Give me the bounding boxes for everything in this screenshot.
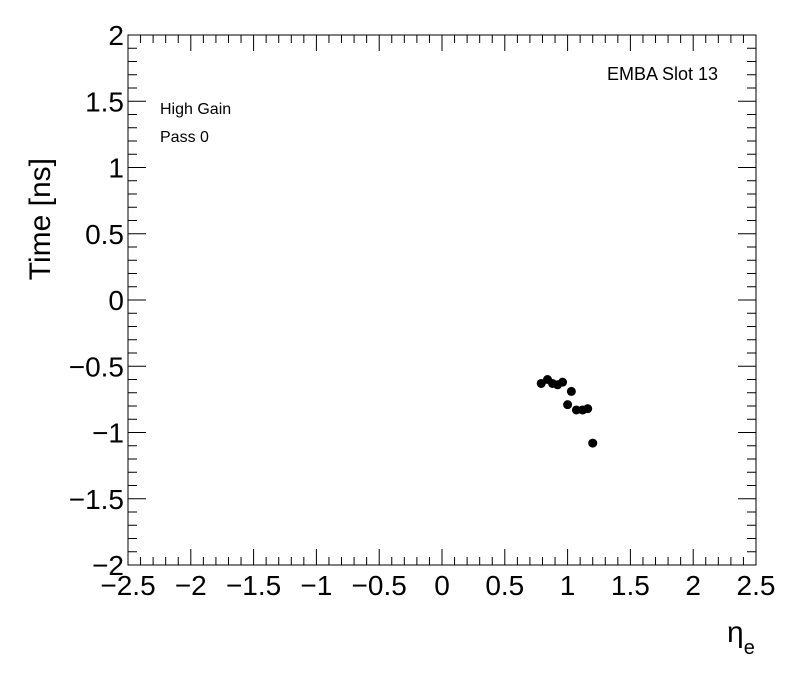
x-tick-label: −2.5 — [100, 570, 155, 601]
y-tick-label: −1.5 — [69, 484, 124, 515]
x-tick-label: 2 — [685, 570, 701, 601]
x-axis-label-subscript: e — [744, 637, 755, 659]
x-tick-label: −2 — [175, 570, 207, 601]
x-axis-label-symbol: η — [727, 616, 744, 649]
x-tick-label: 1.5 — [611, 570, 650, 601]
point — [563, 400, 573, 410]
x-tick-label: −1 — [300, 570, 332, 601]
annotation: High Gain — [160, 101, 231, 118]
annotation: EMBA Slot 13 — [607, 64, 718, 84]
point — [588, 438, 598, 448]
point — [566, 386, 576, 396]
y-tick-label: 1 — [108, 153, 124, 184]
y-tick-label: −0.5 — [69, 351, 124, 382]
y-tick-label: −1 — [92, 418, 124, 449]
y-tick-label: −2 — [92, 550, 124, 581]
x-tick-label: 1 — [560, 570, 576, 601]
x-tick-label: 2.5 — [737, 570, 776, 601]
x-axis-label: ηe — [727, 616, 755, 659]
annotation: Pass 0 — [160, 129, 209, 146]
x-tick-label: 0 — [434, 570, 450, 601]
y-tick-label: 0 — [108, 285, 124, 316]
point — [558, 377, 568, 387]
point — [571, 405, 581, 415]
y-tick-label: 2 — [108, 20, 124, 51]
y-tick-label: 0.5 — [85, 219, 124, 250]
x-tick-label: −1.5 — [226, 570, 281, 601]
y-axis-label: Time [ns] — [24, 158, 57, 280]
x-tick-label: −0.5 — [352, 570, 407, 601]
y-tick-label: 1.5 — [85, 86, 124, 117]
x-tick-label: 0.5 — [485, 570, 524, 601]
point — [583, 404, 593, 414]
